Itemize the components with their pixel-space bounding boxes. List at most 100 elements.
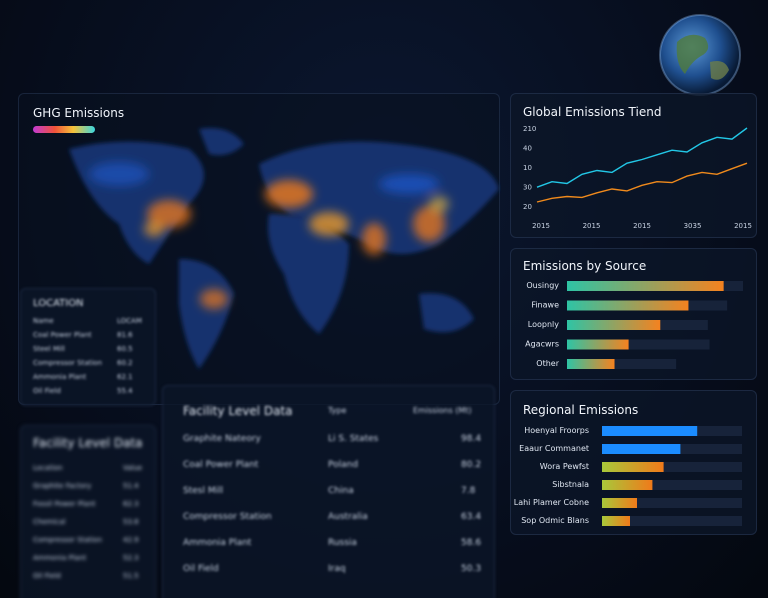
table-cell: 62.3 bbox=[123, 500, 139, 508]
table-cell: Compressor Station bbox=[33, 536, 103, 544]
globe bbox=[659, 14, 741, 96]
bar-track bbox=[602, 498, 742, 508]
bar bbox=[602, 498, 637, 508]
bar-label: Ousingy bbox=[526, 281, 559, 290]
table-cell: Oil Field bbox=[183, 564, 219, 574]
y-tick-label: 20 bbox=[523, 203, 532, 211]
bar bbox=[602, 426, 698, 436]
bar-label: Agacwrs bbox=[525, 340, 559, 349]
bar bbox=[602, 516, 630, 526]
map-panel: GHG Emissions bbox=[18, 93, 500, 405]
table-cell: 50.3 bbox=[461, 564, 482, 574]
bar bbox=[567, 359, 615, 369]
table-cell: Australia bbox=[328, 512, 368, 522]
regional-panel: Regional Emissions Hoenyal Froorps Eaaur … bbox=[510, 390, 757, 535]
table-cell: 80.2 bbox=[461, 460, 482, 470]
table-cell: 98.4 bbox=[461, 434, 482, 444]
x-tick-label: 3035 bbox=[684, 222, 702, 230]
table-cell: Coal Power Plant bbox=[33, 331, 92, 339]
table-header: Location bbox=[33, 464, 63, 472]
table-cell: Chemical bbox=[33, 518, 66, 526]
source-title: Emissions by Source bbox=[523, 259, 647, 273]
table-cell: Oil Field bbox=[33, 572, 61, 580]
table-cell: 60.2 bbox=[117, 359, 133, 367]
table-cell: Poland bbox=[328, 460, 359, 470]
x-tick-label: 2015 bbox=[633, 222, 651, 230]
bar-track bbox=[567, 339, 710, 350]
facility-title: Facility Level Data bbox=[183, 404, 293, 418]
table-cell: 51.5 bbox=[123, 572, 139, 580]
bar bbox=[602, 444, 681, 454]
x-tick-label: 2015 bbox=[734, 222, 752, 230]
table-cell: Steel Mill bbox=[33, 345, 65, 353]
table-cell: 51.4 bbox=[123, 482, 139, 490]
x-tick-label: 2015 bbox=[532, 222, 550, 230]
table-cell: Ammonia Plant bbox=[33, 373, 87, 381]
bar-track bbox=[602, 462, 742, 472]
facility-small-panel: Facility Level Data Location Value Graphit… bbox=[20, 425, 156, 598]
regional-chart: Hoenyal Froorps Eaaur Commanet Wora Pewfst… bbox=[514, 426, 742, 526]
table-cell: Graphite Nateory bbox=[183, 434, 261, 444]
table-cell: 62.1 bbox=[117, 373, 133, 381]
table-cell: Oil Field bbox=[33, 387, 61, 395]
y-tick-label: 210 bbox=[523, 125, 536, 133]
regional-title: Regional Emissions bbox=[523, 403, 639, 417]
table-cell: Russia bbox=[328, 538, 357, 548]
table-cell: Ammonia Plant bbox=[183, 538, 252, 548]
bar-track bbox=[567, 359, 677, 369]
table-cell: Iraq bbox=[328, 564, 346, 574]
column-header: Type bbox=[328, 406, 347, 415]
bar bbox=[602, 462, 664, 472]
bar bbox=[567, 281, 724, 291]
facility-panel: Facility Level Data Type Emissions (Mt) Gr… bbox=[162, 385, 495, 598]
bar-label: Sop Odmic Blans bbox=[521, 516, 589, 525]
table-cell: Fossil Power Plant bbox=[33, 500, 96, 508]
table-cell: 7.8 bbox=[461, 486, 476, 496]
table-header: Value bbox=[123, 464, 143, 472]
bar bbox=[602, 480, 653, 490]
table-cell: Graphite Factory bbox=[33, 482, 92, 490]
source-chart: Ousingy Finawe Loopnly Agacwrs Other bbox=[525, 281, 743, 369]
table-cell: 55.4 bbox=[117, 387, 133, 395]
table-header: LOCAM bbox=[117, 317, 142, 325]
table-header: Name bbox=[33, 317, 54, 325]
table-cell: Stesl Mill bbox=[183, 486, 224, 496]
table-cell: 81.6 bbox=[117, 331, 133, 339]
bar-label: Finawe bbox=[531, 301, 559, 310]
table-cell: Coal Power Plant bbox=[183, 460, 259, 470]
table-cell: 60.5 bbox=[117, 345, 133, 353]
y-tick-label: 10 bbox=[523, 164, 532, 172]
column-header: Emissions (Mt) bbox=[413, 406, 472, 415]
trend-line bbox=[536, 127, 748, 188]
bar-label: Other bbox=[536, 359, 559, 368]
bar-label: Eaaur Commanet bbox=[519, 444, 589, 453]
table-cell: 53.8 bbox=[123, 518, 139, 526]
bar-label: Lahi Plamer Cobne bbox=[514, 498, 589, 507]
bar bbox=[567, 300, 689, 311]
table-cell: Ammonia Plant bbox=[33, 554, 87, 562]
facility-small-title: Facility Level Data bbox=[33, 436, 143, 450]
map-title: GHG Emissions bbox=[33, 106, 125, 120]
bar bbox=[567, 320, 661, 330]
location-title: LOCATION bbox=[33, 298, 84, 309]
trend-panel: Global Emissions Tiend 210 40 10 30 20 2015 20… bbox=[510, 93, 757, 238]
table-cell: 58.6 bbox=[461, 538, 482, 548]
bar-label: Loopnly bbox=[528, 320, 559, 329]
y-tick-label: 30 bbox=[523, 184, 532, 192]
bar-track bbox=[602, 480, 742, 490]
bar-track bbox=[602, 516, 742, 526]
emissions-map bbox=[33, 126, 499, 369]
table-cell: Compressor Station bbox=[33, 359, 103, 367]
location-panel: LOCATION Name LOCAM Coal Power Plant 81.6 St… bbox=[20, 288, 156, 406]
bar bbox=[567, 339, 629, 350]
y-tick-label: 40 bbox=[523, 145, 532, 153]
trend-line bbox=[536, 162, 748, 203]
source-panel: Emissions by Source Ousingy Finawe Loopnly… bbox=[510, 248, 757, 380]
bar-label: Wora Pewfst bbox=[540, 462, 589, 471]
table-cell: China bbox=[328, 486, 354, 496]
trend-chart: 210 40 10 30 20 2015 2015 2015 3035 2015 bbox=[523, 125, 752, 230]
table-cell: Li S. States bbox=[328, 434, 379, 444]
table-cell: Compressor Station bbox=[183, 512, 272, 522]
table-cell: 52.3 bbox=[123, 554, 139, 562]
